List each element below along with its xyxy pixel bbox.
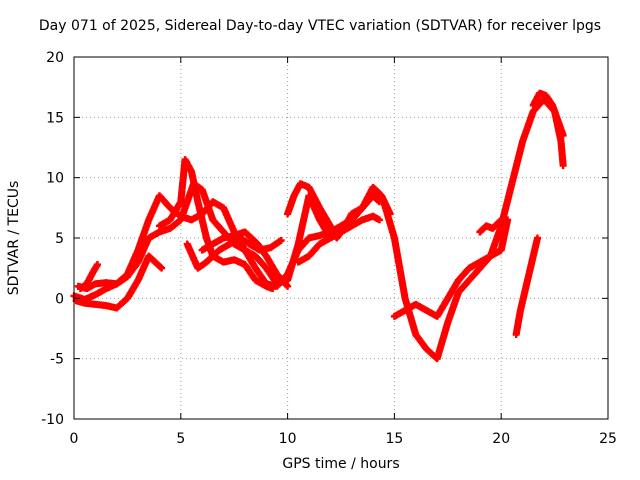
data-point: [504, 216, 512, 224]
data-point: [375, 216, 383, 224]
data-point: [559, 131, 567, 139]
y-tick-label: -10: [41, 412, 64, 428]
x-tick-label: 10: [279, 431, 297, 447]
data-point: [534, 234, 542, 242]
data-points: [70, 89, 567, 363]
y-tick-label: 10: [46, 171, 64, 187]
data-point: [269, 285, 277, 293]
chart-title: Day 071 of 2025, Sidereal Day-to-day VTE…: [38, 18, 602, 34]
x-tick-label: 15: [385, 431, 403, 447]
series-track-12: [512, 234, 542, 339]
data-point: [386, 210, 394, 218]
series-track-3: [72, 252, 166, 312]
series-track-7: [198, 228, 292, 290]
y-tick-label: 20: [46, 50, 64, 66]
axis-ticks: 0 5 10 15 20 25 -10 -5 0 5 10 15 20: [41, 50, 617, 447]
y-tick-label: 15: [46, 110, 64, 126]
series-track-13: [529, 89, 567, 139]
series-track-9: [294, 212, 383, 266]
y-tick-label: 0: [55, 291, 64, 307]
series-track-4: [76, 261, 101, 293]
x-tick-label: 25: [599, 431, 617, 447]
data-point: [93, 261, 101, 269]
data-point: [158, 264, 166, 272]
series-track-6: [183, 234, 285, 272]
series-track-11: [476, 216, 505, 236]
data-point: [497, 216, 505, 224]
x-tick-label: 5: [176, 431, 185, 447]
series-track-8: [284, 180, 394, 242]
x-axis-label: GPS time / hours: [282, 456, 400, 472]
x-tick-label: 0: [70, 431, 79, 447]
y-tick-label: -5: [50, 352, 64, 368]
data-point: [559, 162, 567, 170]
series-track-5: [155, 156, 277, 293]
data-point: [284, 282, 292, 290]
data-point: [277, 236, 285, 244]
x-tick-label: 20: [492, 431, 510, 447]
y-tick-label: 5: [55, 231, 64, 247]
series-track-10: [390, 216, 512, 320]
